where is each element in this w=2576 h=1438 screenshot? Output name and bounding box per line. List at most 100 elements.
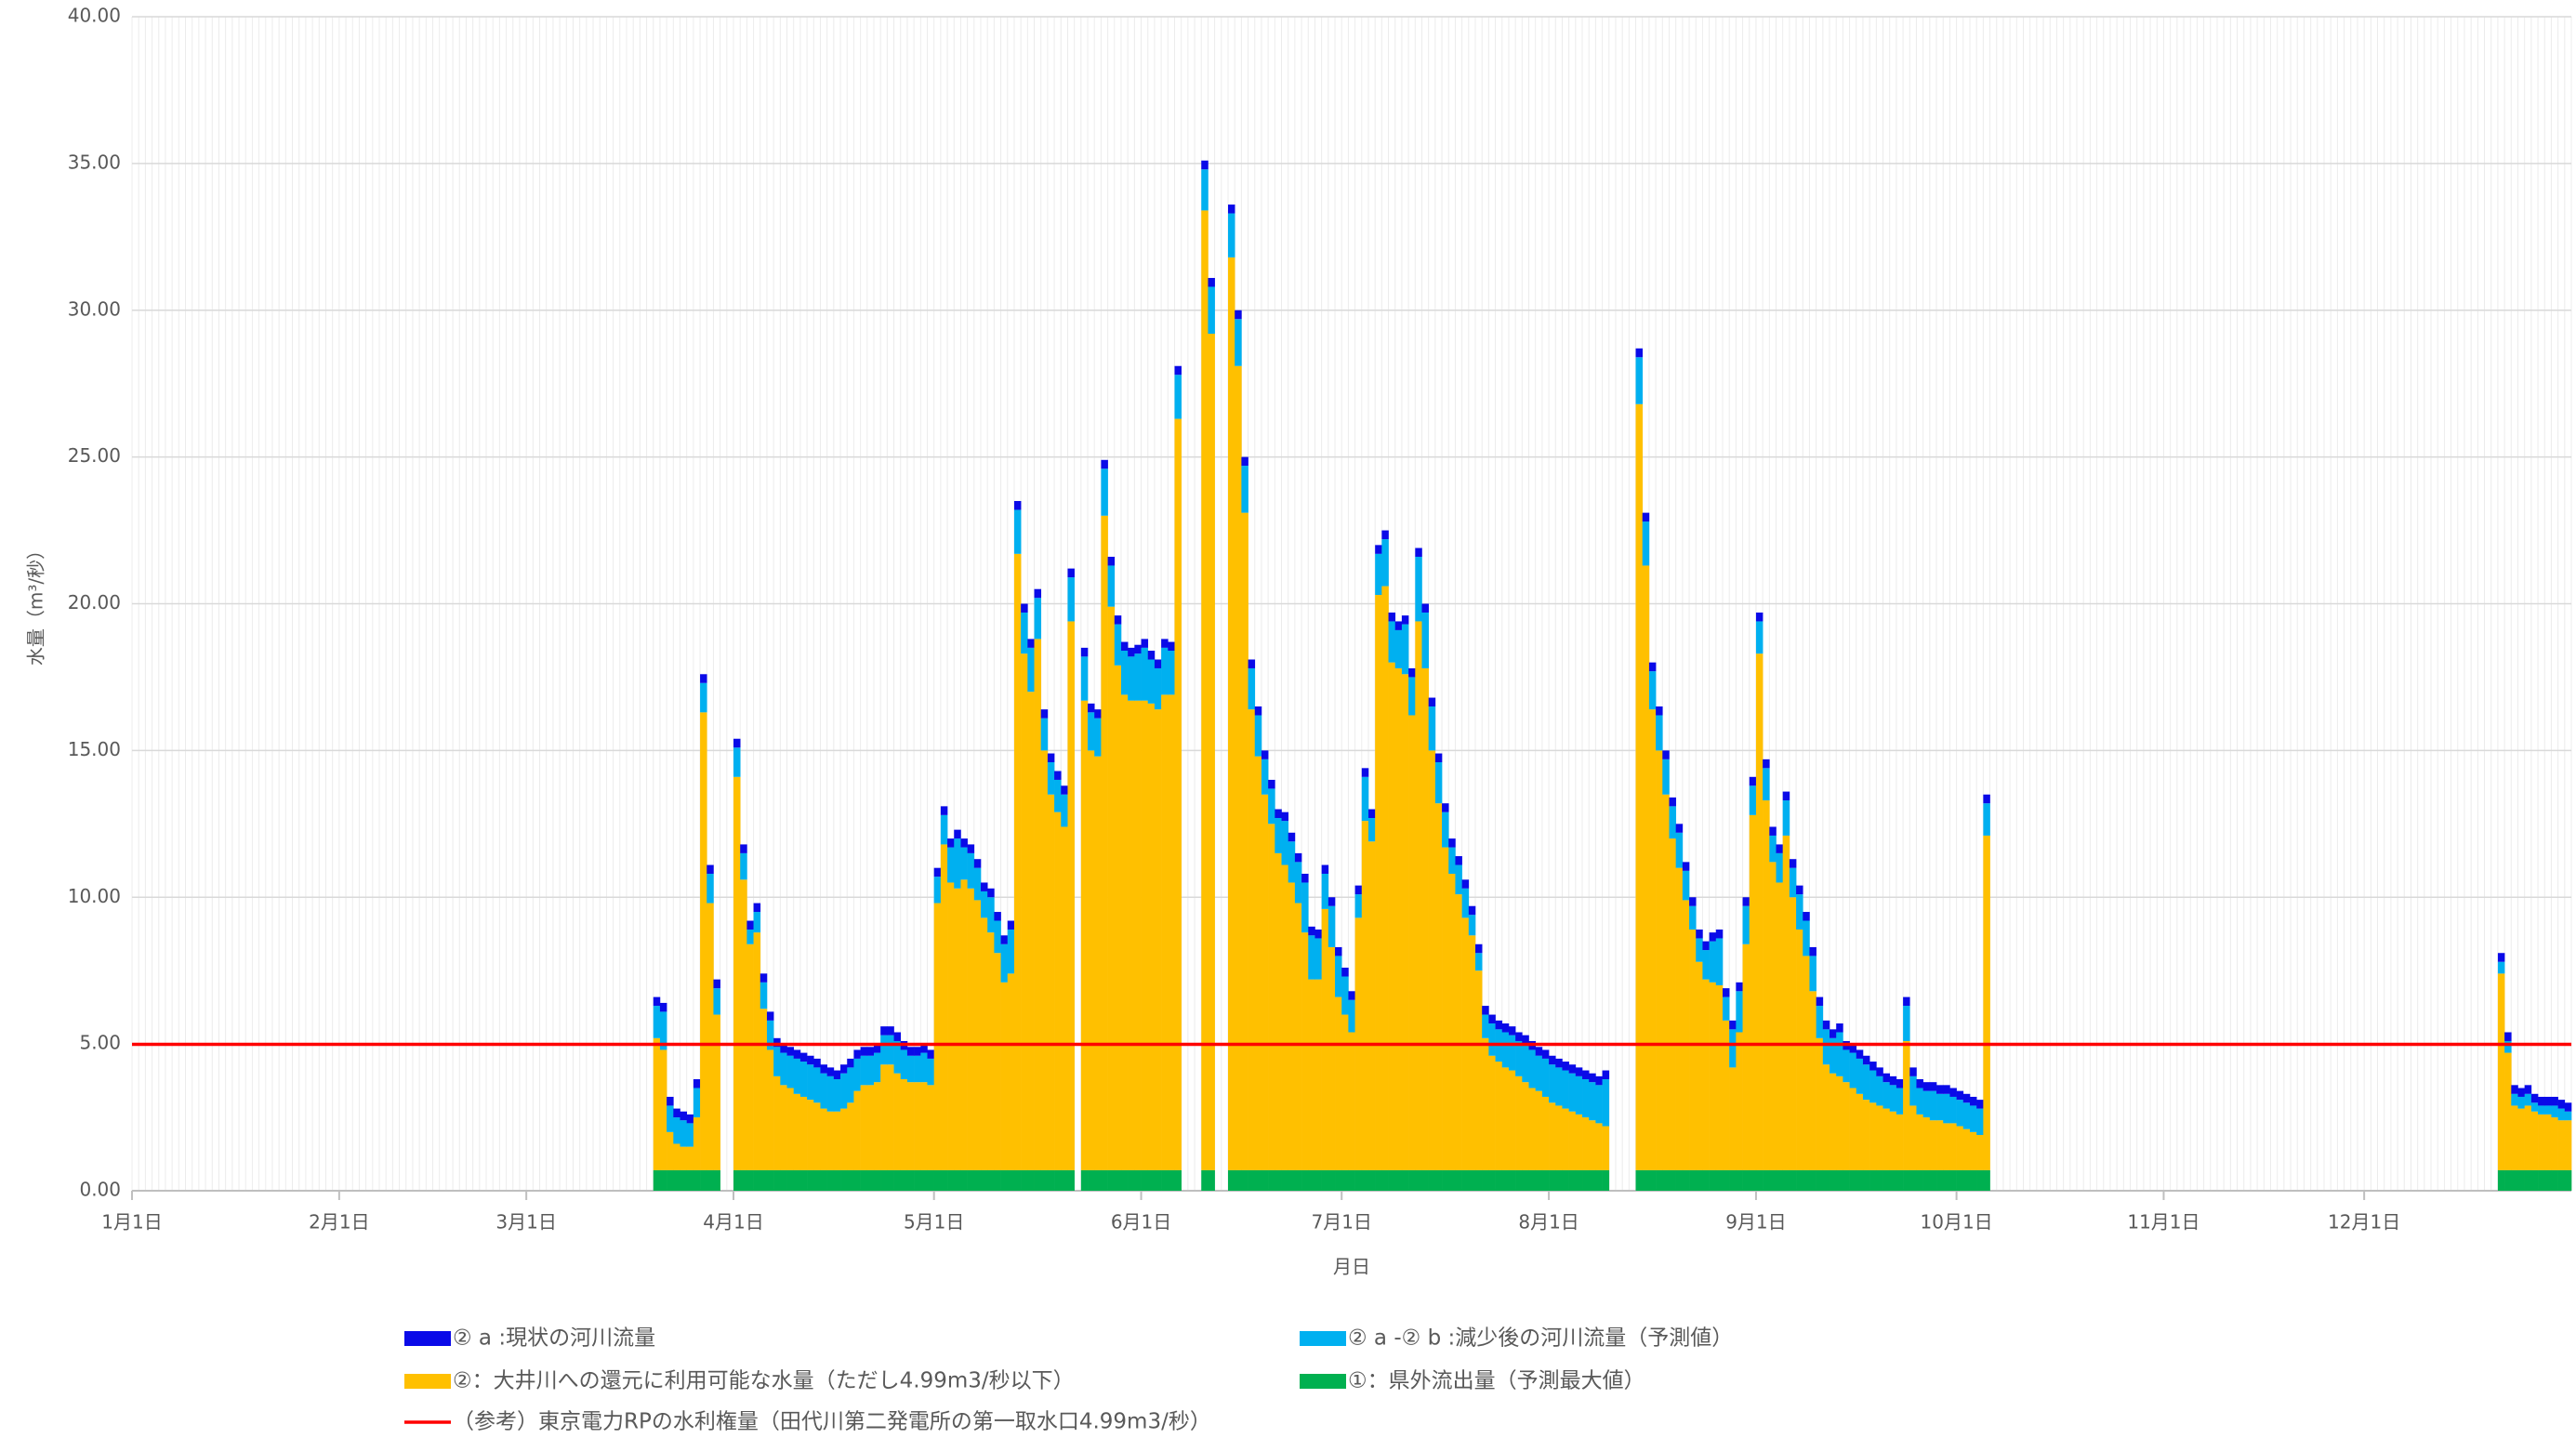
bar-segment <box>873 1082 881 1170</box>
bar-segment <box>1301 873 1309 883</box>
bar-segment <box>1321 1169 1329 1191</box>
bar-segment <box>1442 803 1449 812</box>
bar-segment <box>653 996 661 1007</box>
bar-segment <box>1268 1169 1275 1191</box>
bar-segment <box>1929 1120 1937 1170</box>
bar-segment <box>1882 1108 1891 1170</box>
bar-segment <box>1288 1169 1296 1191</box>
bar-segment <box>1522 1169 1529 1191</box>
bar-segment <box>1367 809 1376 818</box>
bar-segment <box>693 1117 701 1170</box>
bar-segment <box>1275 1169 1282 1191</box>
bar-segment <box>1080 1169 1089 1191</box>
bar-segment <box>1235 365 1242 1170</box>
bar-segment <box>1522 1035 1529 1045</box>
bar-segment <box>813 1058 821 1068</box>
bar-segment <box>813 1102 821 1170</box>
bar-segment <box>2511 1093 2518 1106</box>
bar-segment <box>1675 832 1684 868</box>
bar-segment <box>1789 859 1797 868</box>
bar-segment <box>1228 257 1235 1170</box>
bar-segment <box>1007 920 1015 930</box>
bar-segment <box>906 1055 915 1083</box>
bar-segment <box>1549 1102 1556 1170</box>
bar-segment <box>1448 873 1456 1170</box>
bar-segment <box>1869 1102 1877 1170</box>
bar-segment <box>1101 515 1108 1170</box>
x-tick-label: 10月1日 <box>1921 1211 1993 1234</box>
bar-segment <box>2551 1117 2558 1170</box>
bar-segment <box>1876 1169 1883 1191</box>
bar-segment <box>793 1058 801 1094</box>
bar-segment <box>2497 1169 2505 1191</box>
bar-segment <box>1943 1093 1950 1124</box>
bar-segment <box>1047 762 1055 795</box>
bar-segment <box>1088 712 1095 751</box>
bar-segment <box>1154 659 1162 668</box>
bar-segment <box>933 867 942 877</box>
bar-segment <box>866 1169 875 1191</box>
bar-segment <box>1474 1169 1483 1191</box>
bar-segment <box>1455 1169 1462 1191</box>
bar-segment <box>1281 811 1289 822</box>
bar-segment <box>1040 750 1049 1170</box>
bar-segment <box>1134 1169 1142 1191</box>
bar-segment <box>914 1055 921 1083</box>
bar-segment <box>1034 588 1042 599</box>
bar-segment <box>1922 1090 1931 1118</box>
bar-segment <box>1201 160 1209 170</box>
x-tick-label: 4月1日 <box>703 1211 763 1234</box>
bar-segment <box>680 1146 687 1170</box>
bar-segment <box>2524 1085 2532 1094</box>
bar-segment <box>1736 1032 1743 1170</box>
bar-segment <box>1301 1169 1309 1191</box>
bar-segment <box>1147 659 1156 704</box>
bar-segment <box>1568 1073 1577 1112</box>
bar-segment <box>873 1052 881 1083</box>
bar-segment <box>820 1108 827 1170</box>
bar-segment <box>1442 1169 1449 1191</box>
bar-segment <box>1763 1169 1770 1191</box>
bar-segment <box>1141 647 1149 701</box>
bar-segment <box>1408 677 1416 716</box>
bar-segment <box>1803 920 1810 956</box>
bar-segment <box>860 1055 868 1086</box>
y-tick-label: 20.00 <box>68 591 121 613</box>
bar-segment <box>1501 1032 1510 1068</box>
bar-segment <box>813 1067 821 1103</box>
bar-segment <box>840 1064 848 1074</box>
bar-segment <box>880 1064 888 1170</box>
bar-segment <box>786 1047 795 1056</box>
bar-segment <box>1421 667 1429 1170</box>
bar-segment <box>1889 1075 1897 1086</box>
bar-segment <box>753 912 761 933</box>
x-tick-label: 3月1日 <box>495 1211 556 1234</box>
bar-segment <box>1983 835 1990 1170</box>
bar-segment <box>1174 418 1182 1170</box>
legend-swatch <box>1300 1331 1346 1346</box>
bar-segment <box>1161 647 1169 695</box>
bar-segment <box>1682 870 1690 901</box>
bar-segment <box>866 1085 875 1170</box>
bar-segment <box>1822 1064 1830 1170</box>
bar-segment <box>940 806 948 815</box>
y-tick-label: 10.00 <box>68 885 121 907</box>
bar-segment <box>1401 624 1409 675</box>
bar-segment <box>1696 961 1703 1170</box>
bar-segment <box>1595 1169 1603 1191</box>
bar-segment <box>1134 653 1142 701</box>
bar-segment <box>1120 1169 1129 1191</box>
bar-segment <box>1168 651 1175 695</box>
bar-segment <box>1301 882 1309 933</box>
bar-segment <box>2504 1052 2512 1170</box>
bar-segment <box>1562 1108 1569 1170</box>
bar-segment <box>1101 1169 1108 1191</box>
bar-segment <box>973 867 982 901</box>
bar-segment <box>1782 791 1790 801</box>
bar-segment <box>981 891 988 918</box>
bar-segment <box>847 1169 854 1191</box>
bar-segment <box>1288 882 1296 1170</box>
bar-segment <box>1969 1169 1977 1191</box>
bar-segment <box>1896 1114 1904 1170</box>
